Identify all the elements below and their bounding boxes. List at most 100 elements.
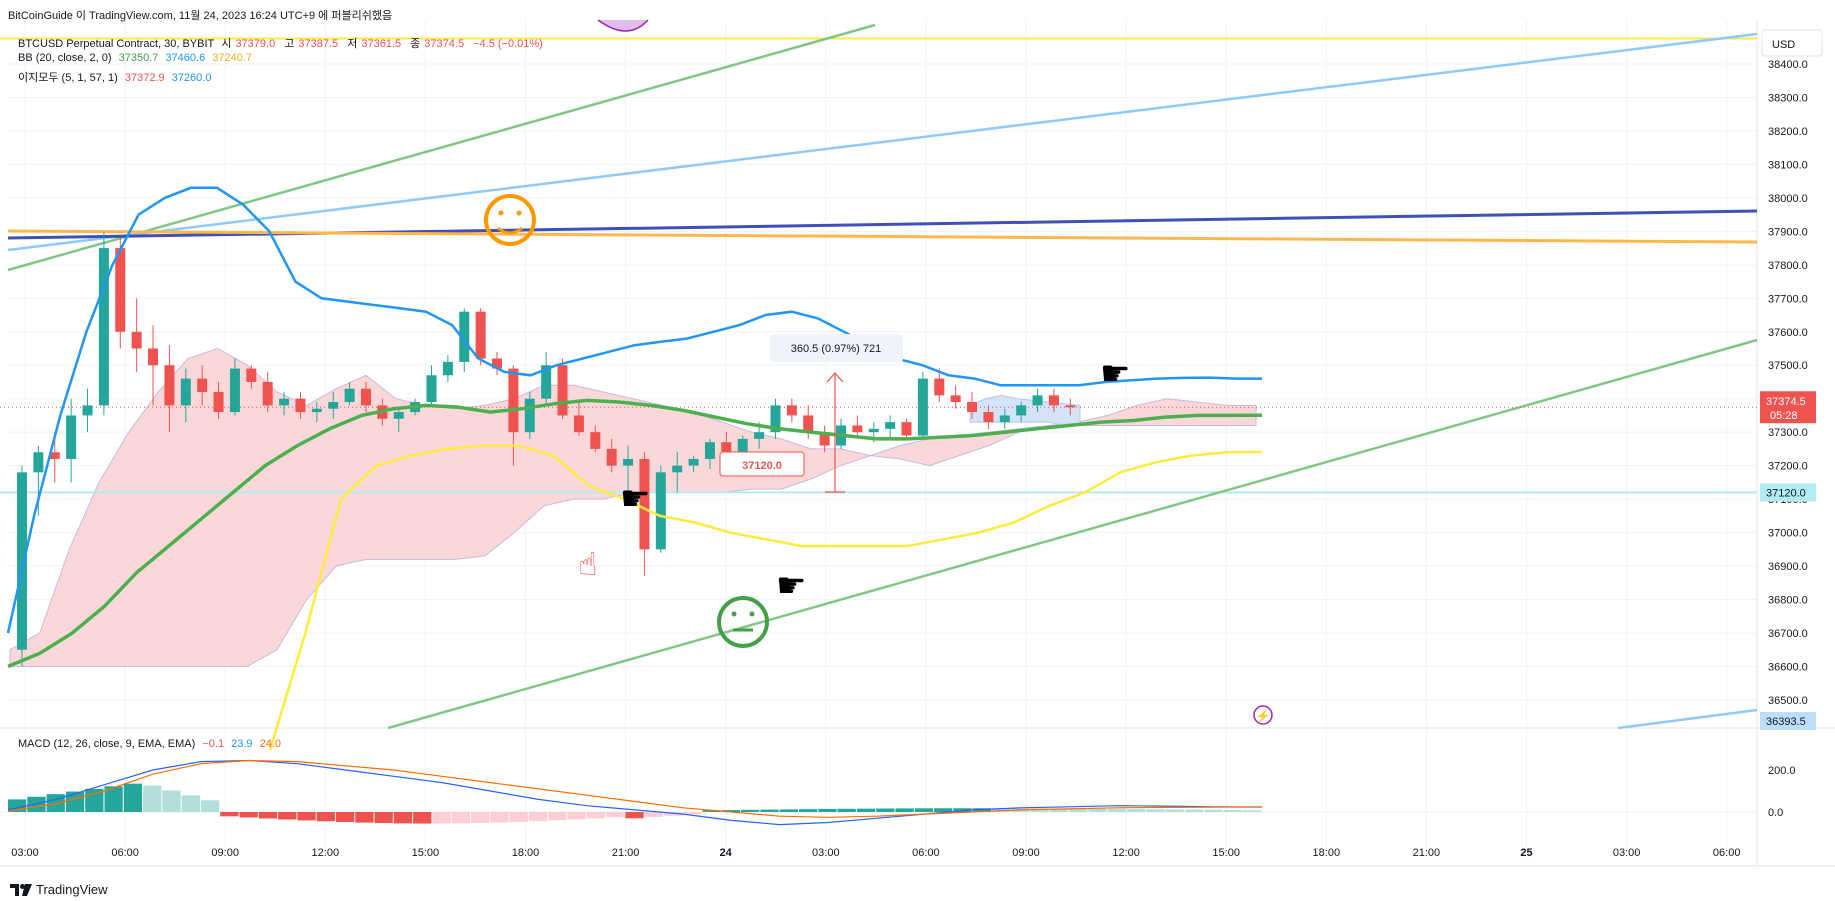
candle-body — [754, 432, 765, 439]
macd-line — [7, 759, 1263, 826]
price-tick-label: 37800.0 — [1768, 260, 1808, 272]
candle-body — [82, 405, 93, 416]
macd-histogram-bar — [1088, 808, 1107, 812]
pointing-hand-icon: ☛ — [620, 479, 650, 519]
footer-brand[interactable]: TradingView — [10, 882, 108, 897]
macd-histogram-bar — [509, 812, 528, 822]
price-tick-label: 38200.0 — [1768, 126, 1808, 138]
time-tick-label: 21:00 — [612, 847, 640, 859]
candle-body — [868, 428, 879, 433]
candle-body — [557, 365, 568, 416]
macd-hist-value: −0.1 — [202, 738, 225, 750]
candle-body — [508, 368, 519, 433]
macd-histogram-bar — [258, 812, 278, 819]
candle-body — [983, 412, 994, 423]
annotations-layer[interactable]: 360.5 (0.97%) 721 37120.0 ☛ ☛ ☛ ☝ ⚡ — [484, 19, 1273, 725]
bb-legend: BB (20, close, 2, 0) 37350.7 37460.6 372… — [18, 52, 256, 64]
macd-histogram-bar — [432, 812, 451, 824]
bb-lower-value: 37240.7 — [212, 52, 253, 64]
bb-basis-line — [7, 398, 1263, 669]
trend-line-green-upper — [7, 23, 876, 272]
macd-histogram-bar — [760, 809, 779, 812]
candle-body — [180, 378, 191, 406]
price-tick-label: 37700.0 — [1768, 293, 1808, 305]
price-tick-label: 36800.0 — [1768, 595, 1808, 607]
neutral-eye-icon — [731, 611, 737, 617]
macd-signal-line — [7, 759, 1263, 818]
time-tick-label: 21:00 — [1413, 847, 1441, 859]
macd-histogram-bar — [818, 808, 837, 812]
candle-body — [590, 432, 601, 449]
candle-body — [786, 405, 797, 416]
time-tick-label: 09:00 — [211, 847, 239, 859]
pointing-hand-icon: ☛ — [776, 566, 806, 606]
currency-label: USD — [1772, 39, 1795, 51]
neutral-eye-icon — [749, 611, 755, 617]
candle-body — [426, 375, 437, 403]
candle-body — [213, 392, 224, 413]
candle-body — [1065, 405, 1076, 408]
ichi-a-value: 37372.9 — [124, 72, 165, 84]
event-lightning-icon — [1253, 705, 1273, 725]
macd-histogram-bar — [548, 812, 567, 821]
price-tick-label: 38400.0 — [1768, 59, 1808, 71]
level-label: 37120.0 — [742, 460, 782, 472]
candle-body — [311, 408, 322, 413]
candle-body — [770, 405, 781, 433]
measure-label-box — [770, 334, 903, 362]
level-label-box — [719, 451, 805, 477]
level-badge — [1760, 483, 1816, 502]
drawings-layer[interactable] — [0, 23, 1758, 730]
countdown-label: 05:28 — [1770, 410, 1798, 422]
candle-body — [688, 458, 699, 466]
trend-line-green-lower — [387, 338, 1758, 730]
time-tick-label: 03:00 — [1613, 847, 1641, 859]
smiley-face-icon — [484, 194, 536, 246]
candle-body — [459, 311, 470, 362]
bb-basis-value: 37350.7 — [118, 52, 159, 64]
low-badge-label: 36393.5 — [1766, 716, 1806, 728]
macd-legend-label: MACD (12, 26, close, 9, EMA, EMA) — [18, 738, 196, 750]
measure-arrow — [826, 372, 844, 383]
time-tick-label: 12:00 — [1112, 847, 1140, 859]
candle-body — [803, 415, 814, 433]
macd-histogram-bar — [278, 812, 297, 820]
bb-legend-label: BB (20, close, 2, 0) — [18, 52, 112, 64]
macd-histogram-bar — [335, 812, 355, 823]
candle-body — [623, 458, 634, 466]
macd-histogram-bar — [856, 808, 876, 812]
bb-upper-line — [6, 186, 1262, 634]
macd-histogram-bar — [490, 812, 509, 823]
macd-histogram-bar — [1146, 809, 1165, 812]
candle-body — [852, 425, 863, 433]
candle-body — [49, 452, 60, 459]
candle-body — [17, 472, 27, 650]
time-axis[interactable]: 03:00 06:00 09:00 12:00 15:00 18:00 21:00 24 03:… — [11, 847, 1740, 859]
time-tick-label: 06:00 — [111, 847, 139, 859]
macd-histogram-bar — [1069, 808, 1088, 812]
macd-histogram-bar — [606, 812, 625, 818]
macd-histogram-bar — [644, 812, 663, 817]
macd-tick-label: 0.0 — [1768, 807, 1783, 819]
macd-histogram-bar — [663, 812, 683, 816]
publish-line: BitCoinGuide 이 TradingView.com, 11월 24, … — [8, 10, 393, 22]
candle-body — [393, 412, 404, 419]
macd-histogram-bar — [779, 809, 798, 812]
macd-histogram-bar — [702, 810, 721, 812]
candle-body — [639, 458, 650, 550]
time-tick-label: 06:00 — [912, 847, 940, 859]
ichi-legend-label: 이지모두 (5, 1, 57, 1) — [18, 72, 118, 84]
macd-histogram-bar — [1184, 809, 1204, 812]
macd-histogram-bar — [991, 808, 1011, 812]
macd-histogram-bar — [683, 812, 702, 815]
candle-body — [360, 388, 371, 406]
neutral-face-icon — [717, 596, 769, 648]
price-axis[interactable]: USD 38400.0 38300.0 38200.0 38100.0 38000.0 37… — [1760, 29, 1823, 819]
macd-histogram-bar — [471, 812, 490, 824]
macd-histogram-bar — [895, 808, 914, 812]
macd-histogram-bar — [374, 812, 393, 824]
trend-line-blue-lower — [1617, 708, 1758, 730]
candle-body — [672, 465, 683, 473]
price-tick-label: 36600.0 — [1768, 661, 1808, 673]
